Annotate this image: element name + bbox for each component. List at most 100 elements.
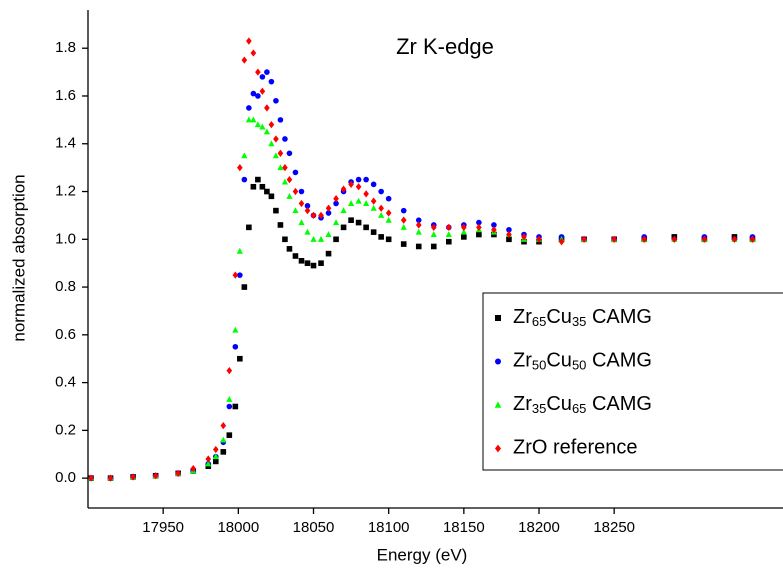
point — [385, 236, 392, 243]
point — [363, 176, 369, 183]
point — [415, 228, 422, 235]
y-axis-title: normalized absorption — [9, 174, 28, 341]
point — [340, 207, 347, 214]
point — [446, 238, 452, 245]
point — [205, 455, 212, 463]
point — [226, 403, 233, 410]
point — [333, 200, 339, 207]
point — [506, 230, 512, 239]
y-tick-label: 0.0 — [55, 469, 76, 486]
x-tick-label: 18000 — [217, 519, 259, 536]
point — [400, 241, 407, 247]
point — [232, 326, 239, 333]
x-tick-label: 18100 — [368, 519, 410, 536]
point — [611, 235, 617, 243]
point — [268, 140, 275, 147]
point — [259, 74, 266, 80]
point — [264, 69, 270, 75]
point — [355, 176, 362, 183]
point — [255, 176, 261, 183]
point — [152, 472, 159, 480]
point — [241, 152, 248, 159]
point — [286, 150, 293, 157]
point — [363, 190, 369, 198]
point — [355, 197, 362, 204]
legend-marker — [495, 358, 501, 365]
point — [286, 175, 293, 184]
point — [292, 253, 299, 259]
point — [430, 231, 437, 238]
point — [220, 436, 227, 443]
point — [259, 183, 266, 190]
y-tick-label: 1.4 — [55, 135, 76, 152]
point — [277, 222, 284, 228]
point — [281, 178, 289, 185]
point — [250, 90, 257, 97]
point — [332, 219, 340, 226]
point — [226, 432, 233, 438]
point — [245, 116, 252, 123]
point — [272, 152, 280, 159]
point — [476, 231, 482, 238]
point — [304, 206, 311, 215]
point — [277, 164, 284, 171]
point — [378, 234, 384, 240]
point — [232, 343, 239, 350]
point — [246, 105, 252, 111]
point — [310, 262, 317, 269]
point — [241, 56, 248, 64]
point — [259, 87, 266, 95]
point — [325, 231, 332, 238]
legend-marker — [495, 444, 501, 453]
point — [476, 219, 482, 226]
point — [107, 474, 114, 482]
point — [445, 231, 452, 238]
point — [325, 250, 332, 257]
point — [263, 128, 270, 135]
point — [292, 187, 299, 196]
y-tick-label: 1.0 — [55, 230, 76, 247]
point — [385, 216, 392, 223]
point — [348, 217, 354, 223]
y-tick-label: 0.8 — [55, 278, 76, 295]
point — [237, 164, 243, 172]
point — [476, 223, 482, 231]
point — [250, 49, 257, 57]
point — [259, 123, 266, 130]
point — [385, 209, 392, 217]
point — [318, 211, 324, 220]
point — [226, 367, 233, 375]
x-tick-label: 17950 — [142, 519, 184, 536]
point — [333, 195, 339, 203]
point — [581, 235, 587, 243]
legend-box — [482, 292, 783, 471]
point — [205, 460, 212, 467]
point — [212, 453, 219, 460]
legend-label: Zr65Cu35 CAMG — [513, 306, 652, 329]
point — [701, 235, 708, 243]
point — [415, 243, 422, 250]
x-tick-label: 18200 — [518, 519, 560, 536]
point — [298, 199, 305, 208]
point — [241, 176, 248, 183]
point — [241, 284, 248, 290]
point — [304, 260, 311, 266]
point — [298, 219, 305, 226]
y-tick-label: 1.6 — [55, 87, 76, 104]
point — [286, 246, 293, 252]
point — [461, 223, 467, 231]
point — [282, 164, 288, 172]
x-tick-label: 18050 — [293, 519, 335, 536]
point — [400, 216, 407, 224]
point — [340, 224, 347, 231]
x-tick-label: 18250 — [593, 519, 635, 536]
point — [558, 238, 565, 246]
point — [190, 464, 197, 473]
point — [273, 97, 279, 104]
point — [304, 203, 311, 209]
point — [333, 236, 339, 243]
point — [268, 193, 275, 200]
point — [277, 149, 284, 157]
point — [254, 121, 261, 128]
